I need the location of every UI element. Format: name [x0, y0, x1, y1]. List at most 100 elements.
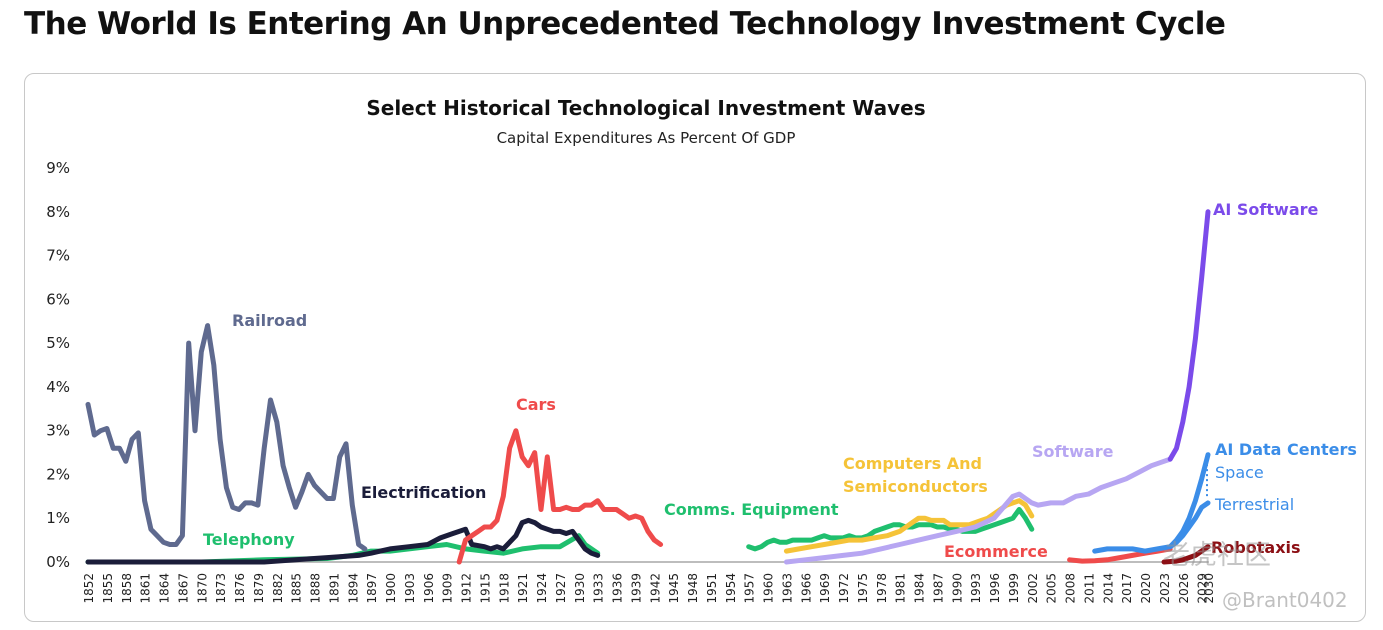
series-line-cars: [456, 428, 664, 565]
series-label-comms-equipment: Comms. Equipment: [664, 500, 839, 519]
y-tick-label: 3%: [46, 422, 70, 440]
x-tick-label: 1861: [139, 573, 153, 604]
chart-subtitle: Capital Expenditures As Percent Of GDP: [496, 129, 796, 147]
y-tick-label: 7%: [46, 247, 70, 265]
x-tick-label: 1990: [950, 573, 964, 604]
series-line-railroad: [85, 323, 368, 552]
chart-title: Select Historical Technological Investme…: [366, 96, 926, 120]
y-tick-label: 6%: [46, 290, 70, 308]
chart-card: [24, 73, 1366, 622]
series-label-software: Software: [1032, 442, 1114, 461]
x-tick-label: 1951: [705, 573, 719, 604]
y-tick-label: 4%: [46, 378, 70, 396]
x-tick-label: 2014: [1101, 573, 1115, 604]
x-tick-label: 1912: [460, 573, 474, 604]
x-tick-label: 2008: [1064, 573, 1078, 604]
x-tick-label: 1894: [346, 573, 360, 604]
x-tick-label: 1879: [252, 573, 266, 604]
x-tick-label: 1906: [422, 573, 436, 604]
x-tick-label: 2020: [1139, 573, 1153, 604]
x-tick-label: 1891: [327, 573, 341, 604]
y-tick-label: 1%: [46, 509, 70, 527]
series-label-computers-and-semiconductors: Computers And: [843, 454, 982, 473]
series-line-electrification: [85, 517, 601, 565]
series-sublabel-terrestrial: Terrestrial: [1214, 495, 1294, 514]
series-line-ai-software: [1167, 209, 1211, 462]
series-lines: [85, 209, 1211, 565]
series-label-railroad: Railroad: [232, 311, 307, 330]
x-tick-label: 1945: [667, 573, 681, 604]
x-tick-label: 2002: [1026, 573, 1040, 604]
x-tick-label: 2029: [1196, 573, 1210, 604]
y-tick-label: 8%: [46, 203, 70, 221]
x-tick-label: 1897: [365, 573, 379, 604]
x-tick-label: 1870: [195, 573, 209, 604]
x-tick-label: 1909: [441, 573, 455, 604]
x-tick-label: 1888: [309, 573, 323, 604]
series-label-ai-software: AI Software: [1213, 200, 1319, 219]
x-tick-label: 1954: [724, 573, 738, 604]
x-tick-label: 1987: [931, 573, 945, 604]
x-tick-label: 1981: [894, 573, 908, 604]
x-tick-label: 2017: [1120, 573, 1134, 604]
x-tick-label: 2005: [1045, 573, 1059, 604]
x-tick-label: 1984: [913, 573, 927, 604]
x-tick-label: 1900: [384, 573, 398, 604]
x-tick-label: 1957: [743, 573, 757, 604]
x-tick-label: 1963: [780, 573, 794, 604]
x-tick-label: 1882: [271, 573, 285, 604]
x-tick-label: 1930: [573, 573, 587, 604]
author-handle: @Brant0402: [1222, 588, 1348, 612]
x-tick-label: 1978: [875, 573, 889, 604]
series-label-electrification: Electrification: [361, 483, 486, 502]
x-tick-label: 1867: [176, 573, 190, 604]
x-tick-label: 1855: [101, 573, 115, 604]
x-tick-label: 1933: [592, 573, 606, 604]
y-axis: 0% 1% 2% 3% 4% 5% 6% 7% 8% 9%: [46, 159, 70, 571]
series-sublabel-space: Space: [1215, 463, 1264, 482]
x-tick-label: 1939: [629, 573, 643, 604]
x-tick-label: 1858: [120, 573, 134, 604]
x-tick-label: 1993: [969, 573, 983, 604]
series-label-telephony: Telephony: [203, 530, 295, 549]
x-tick-label: 1942: [648, 573, 662, 604]
series-label-robotaxis: Robotaxis: [1211, 538, 1301, 557]
watermark: 老虎社区: [1163, 540, 1271, 571]
series-label-cars: Cars: [516, 395, 556, 414]
x-tick-label: 2023: [1158, 573, 1172, 604]
x-tick-label: 1996: [988, 573, 1002, 604]
series-line-ai-data-centers-space: [1167, 452, 1211, 550]
y-tick-label: 0%: [46, 553, 70, 571]
page-title: The World Is Entering An Unprecedented T…: [24, 6, 1226, 42]
x-tick-label: 1852: [82, 573, 96, 604]
x-tick-label: 1969: [818, 573, 832, 604]
y-tick-label: 2%: [46, 465, 70, 483]
series-line-robotaxis: [1161, 544, 1211, 565]
x-tick-label: 1873: [214, 573, 228, 604]
series-label-ecommerce: Ecommerce: [944, 542, 1048, 561]
x-tick-label: 1924: [535, 573, 549, 604]
x-tick-label: 1948: [686, 573, 700, 604]
y-tick-label: 5%: [46, 334, 70, 352]
x-tick-label: 2026: [1177, 573, 1191, 604]
x-tick-label: 1975: [856, 573, 870, 604]
x-tick-label: 1999: [1007, 573, 1021, 604]
x-axis: 1852 1855 1858 1861 1864 1867 1870 1873 1876 1879…: [82, 573, 1216, 604]
x-tick-label: 1876: [233, 573, 247, 604]
x-tick-label: 1915: [478, 573, 492, 604]
x-tick-label: 2030: [1202, 573, 1216, 604]
x-tick-label: 2011: [1082, 573, 1096, 604]
x-tick-label: 1927: [554, 573, 568, 604]
x-tick-label: 1903: [403, 573, 417, 604]
x-tick-label: 1864: [158, 573, 172, 604]
series-label-ai-data-centers-terrestrial: AI Data Centers: [1215, 440, 1357, 459]
x-tick-label: 1966: [799, 573, 813, 604]
x-tick-label: 1960: [762, 573, 776, 604]
series-line-comms-equipment: [746, 507, 1035, 552]
x-tick-label: 1918: [497, 573, 511, 604]
series-line-software: [783, 456, 1173, 565]
series-label-computers-and-semiconductors: Semiconductors: [843, 477, 988, 496]
series-labels: Railroad Cars Electrification Telephony Comm…: [203, 200, 1357, 561]
x-tick-label: 1921: [516, 573, 530, 604]
